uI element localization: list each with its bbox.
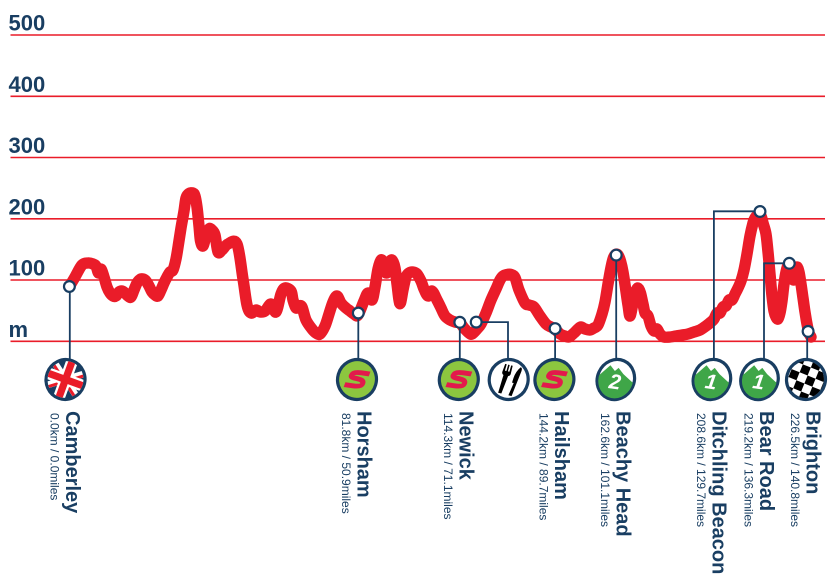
svg-text:Brighton: Brighton — [802, 411, 824, 494]
svg-text:144.2km / 89.7miles: 144.2km / 89.7miles — [537, 413, 551, 520]
svg-text:Bear Road: Bear Road — [755, 411, 777, 511]
svg-text:114.3km / 71.1miles: 114.3km / 71.1miles — [441, 413, 455, 520]
svg-text:Horsham: Horsham — [353, 411, 375, 498]
svg-text:81.8km / 50.9miles: 81.8km / 50.9miles — [339, 413, 353, 514]
svg-text:162.6km / 101.1miles: 162.6km / 101.1miles — [598, 413, 612, 527]
svg-text:Newick: Newick — [454, 411, 476, 481]
svg-text:1: 1 — [704, 370, 719, 394]
svg-text:208.6km / 129.7miles: 208.6km / 129.7miles — [694, 413, 708, 527]
svg-text:Beachy Head: Beachy Head — [611, 411, 633, 537]
svg-text:400: 400 — [9, 72, 46, 97]
svg-text:226.5km / 140.8miles: 226.5km / 140.8miles — [788, 413, 802, 527]
svg-text:200: 200 — [9, 194, 46, 219]
svg-text:0.0km / 0.0miles: 0.0km / 0.0miles — [48, 413, 62, 500]
svg-text:2: 2 — [607, 370, 623, 395]
svg-text:300: 300 — [9, 133, 46, 158]
svg-text:Camberley: Camberley — [61, 411, 83, 514]
svg-text:1: 1 — [751, 370, 766, 394]
svg-text:Ditchling Beacon: Ditchling Beacon — [707, 411, 729, 574]
svg-text:219.2km / 136.3miles: 219.2km / 136.3miles — [742, 413, 756, 527]
svg-text:500: 500 — [9, 11, 46, 36]
svg-text:100: 100 — [9, 256, 46, 281]
svg-text:m: m — [9, 317, 29, 342]
svg-text:Hailsham: Hailsham — [550, 411, 572, 500]
